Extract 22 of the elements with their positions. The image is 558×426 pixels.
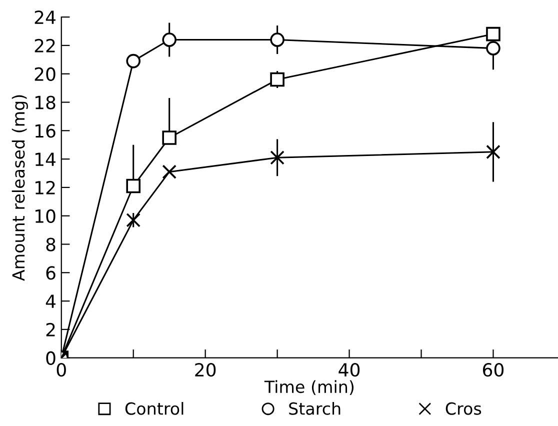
y-tick-label: 16 <box>36 124 56 138</box>
legend-label: Cros <box>446 402 482 415</box>
y-tick-label: 4 <box>46 294 56 308</box>
x-axis-title: Time (min) <box>264 380 354 396</box>
y-tick-label: 12 <box>36 180 55 194</box>
y-axis-title: Amount released (mg) <box>12 95 28 281</box>
y-tick-label: 24 <box>34 10 56 24</box>
y-tick-label: 20 <box>34 67 56 81</box>
x-tick-label: 40 <box>338 363 360 377</box>
y-tick-label: 10 <box>36 209 56 223</box>
y-tick-label: 18 <box>36 96 56 110</box>
y-tick-label: 22 <box>34 38 55 52</box>
legend-label: Control <box>125 402 184 415</box>
y-tick-label: 8 <box>46 238 56 252</box>
y-tick-label: 0 <box>46 351 56 365</box>
x-tick-label: 60 <box>482 363 504 377</box>
x-tick-label: 20 <box>195 363 216 377</box>
y-tick-label: 14 <box>36 152 56 166</box>
legend-label: Starch <box>289 402 340 415</box>
y-tick-label: 2 <box>46 322 55 336</box>
y-tick-label: 6 <box>46 266 56 280</box>
x-tick-label: 0 <box>56 363 66 377</box>
